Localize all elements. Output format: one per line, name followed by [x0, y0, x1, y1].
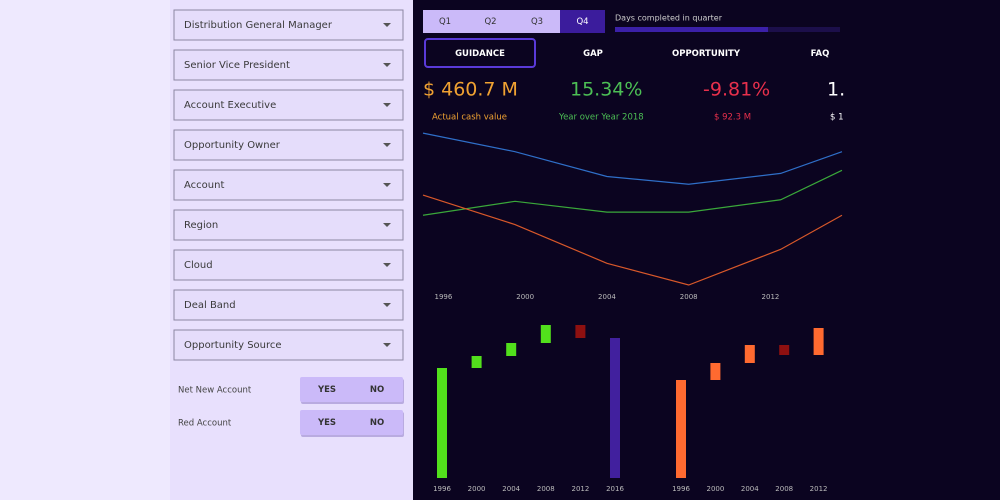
waterfall-bar	[813, 328, 824, 355]
dropdown-arrow	[383, 343, 391, 347]
filter-dropdown[interactable]	[173, 129, 404, 161]
nav-selected	[424, 38, 536, 68]
quarter-tab-label[interactable]: Q2	[484, 17, 496, 27]
dropdown-arrow	[383, 263, 391, 267]
dropdown-arrow	[383, 63, 391, 67]
dropdown-arrow	[383, 303, 391, 307]
waterfall-bar	[610, 338, 620, 478]
toggle-button[interactable]	[300, 377, 403, 402]
x-tick-label: 2004	[741, 485, 759, 493]
waterfall-bar	[676, 380, 686, 478]
kpi-value: 15.34%	[570, 79, 642, 101]
filter-label: Distribution General Manager	[184, 20, 333, 31]
nav-item[interactable]: GUIDANCE	[455, 49, 505, 59]
nav-item[interactable]: GAP	[583, 49, 603, 59]
filter-label: Deal Band	[184, 300, 236, 311]
x-tick-label: 2016	[606, 485, 624, 493]
kpi-caption: $ 1	[830, 113, 844, 123]
toggle-option[interactable]: YES	[317, 418, 336, 428]
x-tick-label: 2000	[706, 485, 724, 493]
waterfall-bar	[710, 363, 721, 380]
quarter-tab[interactable]	[560, 10, 605, 33]
x-tick-label: 2008	[537, 485, 555, 493]
x-tick-label: 1996	[672, 485, 690, 493]
toggle-option[interactable]: YES	[317, 385, 336, 395]
waterfall-bar	[437, 368, 447, 478]
filter-label: Account Executive	[184, 100, 276, 111]
x-tick-label: 2012	[571, 485, 589, 493]
waterfall-bar	[575, 325, 586, 338]
x-tick-label: 2004	[502, 485, 520, 493]
waterfall-bar	[506, 343, 517, 356]
quarter-tab-label[interactable]: Q4	[576, 17, 588, 27]
dropdown-arrow	[383, 23, 391, 27]
kpi-caption: Year over Year 2018	[558, 113, 644, 123]
kpi-value: 1.	[827, 79, 845, 101]
filter-dropdown[interactable]	[173, 209, 404, 241]
quarter-tab[interactable]	[423, 10, 467, 33]
x-tick-label: 1996	[433, 485, 451, 493]
quarter-tab[interactable]	[467, 10, 514, 33]
nav-item[interactable]: FAQ	[811, 49, 830, 59]
x-tick-label: 2012	[810, 485, 828, 493]
progress-label: Days completed in quarter	[615, 14, 723, 23]
filter-label: Account	[184, 180, 224, 191]
filter-label: Cloud	[184, 260, 213, 271]
progress-fill	[615, 27, 768, 32]
x-tick-label: 2000	[468, 485, 486, 493]
line-series	[422, 132, 843, 185]
filter-label: Senior Vice President	[184, 60, 290, 71]
dropdown-arrow	[383, 223, 391, 227]
dropdown-arrow	[383, 183, 391, 187]
kpi-value: $ 460.7 M	[423, 79, 518, 101]
filter-dropdown[interactable]	[173, 49, 404, 81]
toggle-button[interactable]	[300, 410, 403, 435]
filter-dropdown[interactable]	[173, 289, 404, 321]
filter-dropdown[interactable]	[173, 249, 404, 281]
line-series	[422, 194, 843, 286]
waterfall-bar	[471, 356, 482, 368]
x-tick-label: 2008	[775, 485, 793, 493]
kpi-value: -9.81%	[703, 79, 770, 101]
filter-dropdown[interactable]	[173, 169, 404, 201]
waterfall-bar	[540, 325, 551, 343]
filter-label: Opportunity Owner	[184, 140, 281, 151]
filter-dropdown[interactable]	[173, 89, 404, 121]
toggle-label: Red Account	[178, 419, 232, 429]
filter-label: Region	[184, 220, 218, 231]
kpi-caption: $ 92.3 M	[714, 113, 751, 123]
kpi-caption: Actual cash value	[432, 113, 507, 123]
quarter-tab[interactable]	[514, 10, 560, 33]
dropdown-arrow	[383, 103, 391, 107]
filter-dropdown[interactable]	[173, 9, 404, 41]
quarter-tab-label[interactable]: Q1	[439, 17, 451, 27]
nav-item[interactable]: OPPORTUNITY	[672, 49, 741, 59]
waterfall-bar	[744, 345, 755, 363]
x-tick-label: 1996	[435, 293, 453, 301]
x-tick-label: 2004	[598, 293, 616, 301]
toggle-option[interactable]: NO	[370, 418, 384, 428]
line-series	[422, 169, 843, 216]
filter-label: Opportunity Source	[184, 340, 282, 351]
dropdown-arrow	[383, 143, 391, 147]
x-tick-label: 2008	[680, 293, 698, 301]
x-tick-label: 2012	[762, 293, 780, 301]
quarter-tab-label[interactable]: Q3	[531, 17, 543, 27]
main-panel	[413, 0, 1000, 500]
toggle-label: Net New Account	[178, 386, 252, 396]
waterfall-bar	[779, 345, 790, 355]
filter-dropdown[interactable]	[173, 329, 404, 361]
toggle-option[interactable]: NO	[370, 385, 384, 395]
x-tick-label: 2000	[516, 293, 534, 301]
